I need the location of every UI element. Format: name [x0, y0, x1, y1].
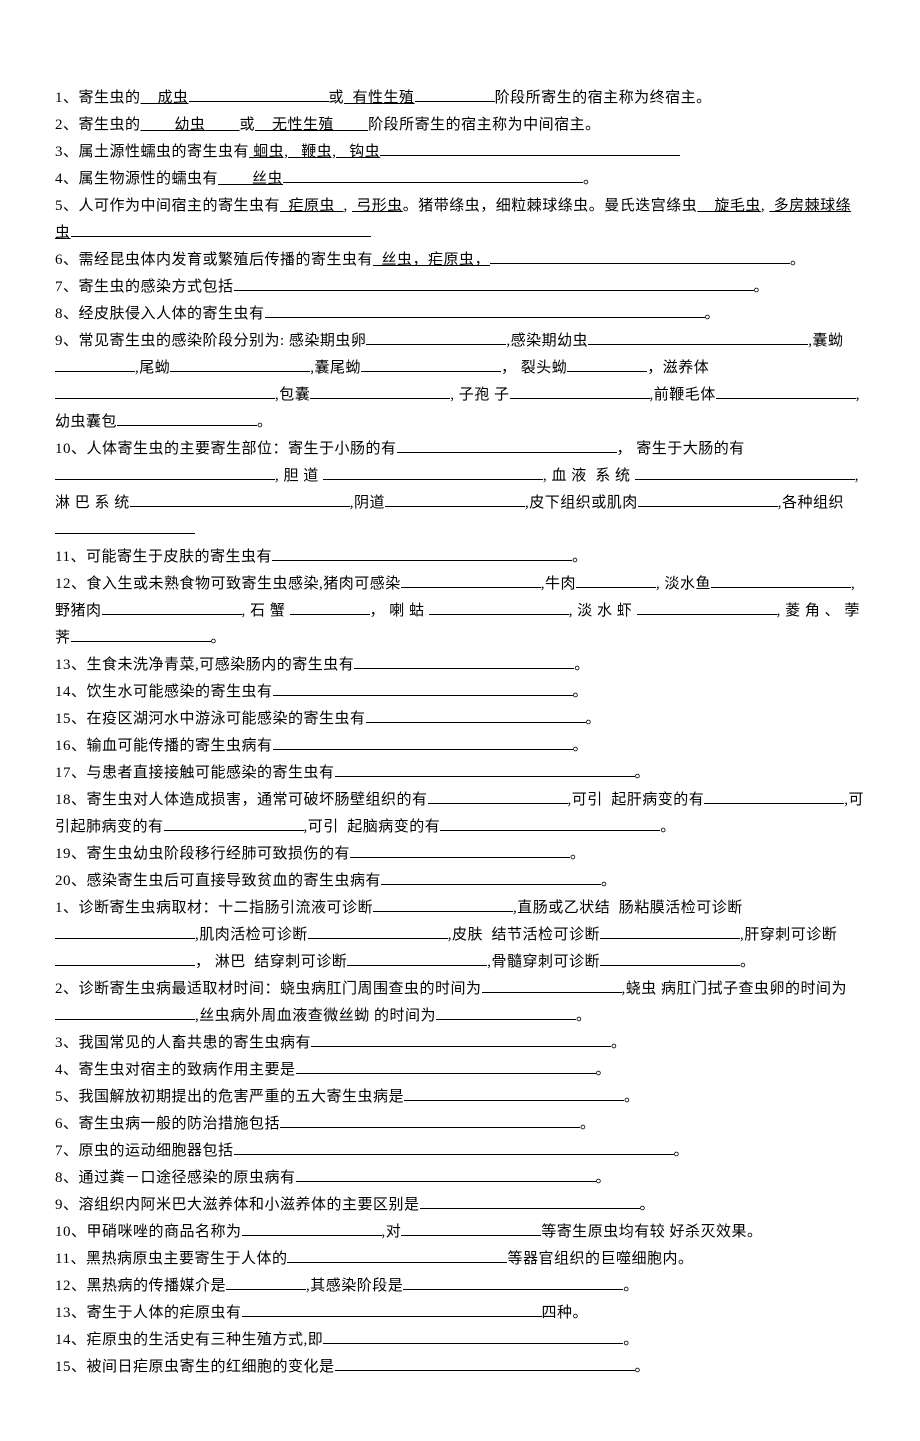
question-line: 18、寄生虫对人体造成损害，通常可破坏肠壁组织的有,可引 起肝病变的有,可引起肺…: [55, 787, 865, 841]
question-line: 1、寄生虫的 成虫或 有性生殖阶段所寄生的宿主称为终宿主。: [55, 85, 865, 112]
question-line: 5、人可作为中间宿主的寄生虫有 疟原虫 , 弓形虫。猪带绦虫，细粒棘球绦虫。曼氏…: [55, 193, 865, 247]
question-line: 16、输血可能传播的寄生虫病有。: [55, 733, 865, 760]
question-line: 15、被间日疟原虫寄生的红细胞的变化是。: [55, 1354, 865, 1381]
question-line: 11、可能寄生于皮肤的寄生虫有。: [55, 544, 865, 571]
question-line: 7、寄生虫的感染方式包括。: [55, 274, 865, 301]
question-line: 3、我国常见的人畜共患的寄生虫病有。: [55, 1030, 865, 1057]
question-line: 6、寄生虫病一般的防治措施包括。: [55, 1111, 865, 1138]
question-line: 8、经皮肤侵入人体的寄生虫有。: [55, 301, 865, 328]
question-line: 20、感染寄生虫后可直接导致贫血的寄生虫病有。: [55, 868, 865, 895]
question-line: 9、常见寄生虫的感染阶段分别为: 感染期虫卵,感染期幼虫,囊蚴,尾蚴,囊尾蚴， …: [55, 328, 865, 436]
question-line: 12、食入生或未熟食物可致寄生虫感染,猪肉可感染,牛肉, 淡水鱼,野猪肉, 石 …: [55, 571, 865, 652]
question-line: 5、我国解放初期提出的危害严重的五大寄生虫病是。: [55, 1084, 865, 1111]
question-line: 7、原虫的运动细胞器包括。: [55, 1138, 865, 1165]
question-line: 17、与患者直接接触可能感染的寄生虫有。: [55, 760, 865, 787]
question-line: 4、寄生虫对宿主的致病作用主要是。: [55, 1057, 865, 1084]
question-line: 19、寄生虫幼虫阶段移行经肺可致损伤的有。: [55, 841, 865, 868]
question-line: 1、诊断寄生虫病取材：十二指肠引流液可诊断,直肠或乙状结 肠粘膜活检可诊断,肌肉…: [55, 895, 865, 976]
question-line: 14、疟原虫的生活史有三种生殖方式,即。: [55, 1327, 865, 1354]
question-line: 13、生食未洗净青菜,可感染肠内的寄生虫有。: [55, 652, 865, 679]
question-line: 13、寄生于人体的疟原虫有四种。: [55, 1300, 865, 1327]
question-line: 6、需经昆虫体内发育或繁殖后传播的寄生虫有 丝虫，疟原虫，。: [55, 247, 865, 274]
question-line: 4、属生物源性的蠕虫有 丝虫。: [55, 166, 865, 193]
question-line: 14、饮生水可能感染的寄生虫有。: [55, 679, 865, 706]
question-line: 9、溶组织内阿米巴大滋养体和小滋养体的主要区别是。: [55, 1192, 865, 1219]
question-line: 12、黑热病的传播媒介是,其感染阶段是。: [55, 1273, 865, 1300]
question-line: 15、在疫区湖河水中游泳可能感染的寄生虫有。: [55, 706, 865, 733]
question-line: 8、通过粪－口途径感染的原虫病有。: [55, 1165, 865, 1192]
question-line: 10、人体寄生虫的主要寄生部位：寄生于小肠的有， 寄生于大肠的有, 胆 道 , …: [55, 436, 865, 544]
question-line: 2、寄生虫的 幼虫 或 无性生殖 阶段所寄生的宿主称为中间宿主。: [55, 112, 865, 139]
question-line: 11、黑热病原虫主要寄生于人体的等器官组织的巨噬细胞内。: [55, 1246, 865, 1273]
question-line: 10、甲硝咪唑的商品名称为,对等寄生原虫均有较 好杀灭效果。: [55, 1219, 865, 1246]
question-line: 2、诊断寄生虫病最适取材时间：蛲虫病肛门周围查虫的时间为,蛲虫 病肛门拭子查虫卵…: [55, 976, 865, 1030]
question-line: 3、属土源性蠕虫的寄生虫有 蛔虫, 鞭虫, 钩虫: [55, 139, 865, 166]
